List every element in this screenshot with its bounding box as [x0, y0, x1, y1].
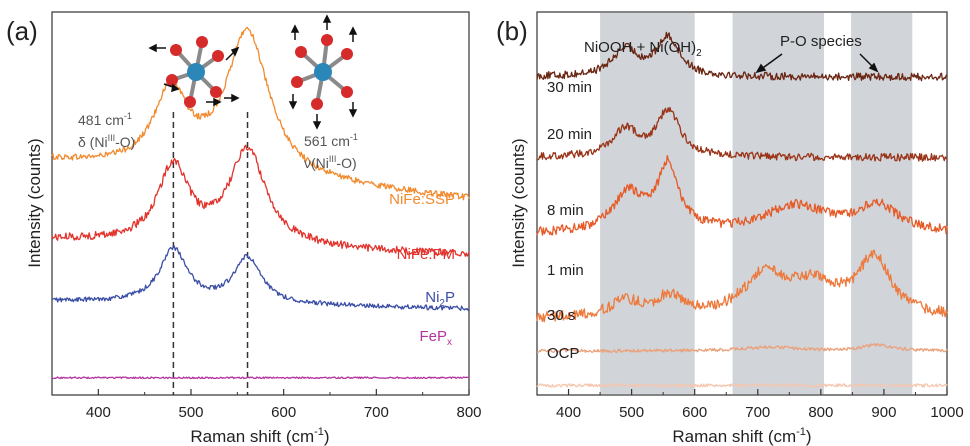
peak-561-mode: ν(NiIII-O): [304, 154, 357, 171]
x-tick-label-800: 800: [808, 404, 833, 421]
series-line-1-min: [536, 249, 948, 323]
shaded-region-2: [732, 13, 824, 394]
panel-a-reference-lines: [172, 112, 249, 395]
series-line-20-min: [536, 106, 948, 162]
panel-b-xlabel: Raman shift (cm: [672, 427, 796, 446]
series-line-30-min: [536, 31, 948, 82]
series-label-20-min: 20 min: [547, 126, 592, 143]
series-label-nife-pm: NiFe:PM: [397, 246, 455, 263]
series-line-nife-ssp: [51, 26, 470, 201]
peak-481-wavenumber: 481 cm-1: [78, 111, 132, 128]
panel-a-xlabel-sup: -1: [314, 426, 324, 438]
panel-b-y-axis-title: Intensity (counts): [509, 138, 528, 267]
x-tick-label-500: 500: [178, 404, 203, 421]
peak-481-sup: -1: [124, 111, 132, 121]
x-tick-label-500: 500: [619, 404, 644, 421]
panel-b: (b) 400 500 600 700 800 900 1000 NiOOH + Ni(OH…: [496, 11, 964, 446]
series-line-30-s: [536, 342, 948, 353]
panel-b-frame: [536, 11, 948, 396]
x-tick-label-700: 700: [364, 404, 389, 421]
panel-a-x-axis-title: Raman shift (cm-1): [190, 426, 329, 446]
fepx-label-a: FeP: [419, 328, 447, 345]
peak-481-mode-b: -O): [115, 134, 135, 150]
series-line-ocp: [536, 383, 948, 388]
series-label-30-s: 30 s: [547, 307, 575, 324]
series-label-1-min: 1 min: [547, 262, 584, 279]
shaded-region-1: [600, 13, 695, 394]
peak-561-mode-b: -O): [336, 155, 356, 171]
x-tick-label-700: 700: [745, 404, 770, 421]
peak-561-wn: 561 cm: [304, 133, 350, 149]
peak-561-mode-sup: III: [329, 154, 337, 164]
octahedron-bending-icon: [148, 36, 240, 108]
x-tick-label-400: 400: [86, 404, 111, 421]
panel-a-frame: [51, 11, 470, 396]
panel-b-series: [536, 31, 948, 388]
region-label-niooh: NiOOH + Ni(OH)2: [584, 39, 702, 59]
x-tick-label-900: 900: [871, 404, 896, 421]
shaded-region-3: [851, 13, 913, 394]
ni2p-label-sub: 2: [439, 298, 445, 309]
panel-a-x-ticks: 400 500 600 700 800: [86, 389, 482, 421]
fepx-label-sub: x: [447, 337, 452, 348]
series-label-nife-ssp: NiFe:SSP: [389, 191, 455, 208]
panel-a: (a) 400 500 600 700 800 NiFe:SSP NiFe:PM Ni2…: [6, 11, 482, 446]
panel-a-xlabel-end: ): [324, 427, 330, 446]
ni2p-label-b: P: [445, 289, 455, 306]
peak-561-sup: -1: [350, 132, 358, 142]
panel-a-xlabel: Raman shift (cm: [190, 427, 314, 446]
panel-a-series: [51, 26, 470, 380]
octahedron-stretching-icon: [288, 14, 358, 130]
peak-481-mode-sup: III: [108, 133, 116, 143]
po-species-arrows: [755, 53, 879, 74]
panel-b-x-ticks: 400 500 600 700 800 900 1000: [556, 389, 964, 421]
x-tick-label-600: 600: [682, 404, 707, 421]
peak-481-mode: δ (NiIII-O): [78, 133, 135, 150]
series-line-fepx: [51, 376, 470, 380]
panel-b-x-axis-title: Raman shift (cm-1): [672, 426, 811, 446]
x-tick-label-1000: 1000: [930, 404, 963, 421]
series-label-8-min: 8 min: [547, 202, 584, 219]
panel-b-xlabel-end: ): [806, 427, 812, 446]
region-label-po-species: P-O species: [780, 33, 862, 50]
peak-561-mode-a: ν(Ni: [304, 155, 329, 171]
series-label-30-min: 30 min: [547, 79, 592, 96]
x-tick-label-800: 800: [456, 404, 481, 421]
region-label-niooh-sub: 2: [696, 48, 702, 59]
panel-b-xlabel-sup: -1: [796, 426, 806, 438]
peak-481-mode-a: δ (Ni: [78, 134, 108, 150]
series-label-ni2p: Ni2P: [425, 289, 455, 309]
peak-561-wavenumber: 561 cm-1: [304, 132, 358, 149]
series-label-ocp: OCP: [547, 345, 580, 362]
panel-a-y-axis-title: Intensity (counts): [25, 138, 44, 267]
series-line-nife-pm: [51, 144, 470, 257]
series-label-fepx: FePx: [419, 328, 452, 348]
region-label-niooh-a: NiOOH + Ni(OH): [584, 39, 696, 56]
peak-481-wn: 481 cm: [78, 112, 124, 128]
x-tick-label-400: 400: [556, 404, 581, 421]
ni2p-label-a: Ni: [425, 289, 439, 306]
series-line-ni2p: [51, 245, 470, 311]
panel-a-label: (a): [6, 16, 38, 46]
series-line-8-min: [536, 154, 948, 236]
x-tick-label-600: 600: [271, 404, 296, 421]
panel-b-label: (b): [496, 16, 528, 46]
